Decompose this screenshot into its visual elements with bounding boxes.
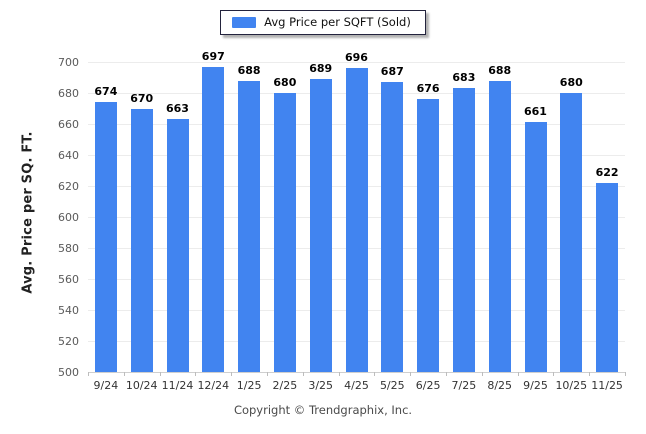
bar-8/25 xyxy=(488,80,511,372)
y-tick-label-560: 560 xyxy=(58,273,79,286)
bar-value-label: 670 xyxy=(130,91,154,105)
bar-10/24 xyxy=(130,108,153,372)
legend-label: Avg Price per SQFT (Sold) xyxy=(264,15,411,29)
bar-9/24 xyxy=(94,102,117,372)
x-axis-tick xyxy=(446,372,447,376)
bar-6/25 xyxy=(417,99,440,372)
legend: Avg Price per SQFT (Sold) xyxy=(0,10,646,35)
x-tick-label-9/25: 9/25 xyxy=(523,379,548,392)
bar-value-label: 687 xyxy=(380,65,404,79)
x-axis-tick xyxy=(302,372,304,376)
bar-7/25 xyxy=(452,88,475,372)
bar-11/24 xyxy=(166,119,189,372)
x-axis-labels: 9/24 10/24 11/24 12/24 1/25 2/25 3/25 4/25 5/25 6… xyxy=(88,379,625,393)
x-tick-label-10/25: 10/25 xyxy=(555,379,588,392)
bar-1/25 xyxy=(238,80,261,372)
bar-4/25 xyxy=(345,68,368,372)
bar-value-label: 688 xyxy=(488,63,512,77)
x-axis-tick xyxy=(195,372,197,376)
x-axis-tick xyxy=(553,372,555,376)
x-tick-label-5/25: 5/25 xyxy=(379,379,405,392)
x-tick-label-12/24: 12/24 xyxy=(197,379,230,392)
y-tick-label-680: 680 xyxy=(58,87,79,100)
y-tick-label-620: 620 xyxy=(58,180,79,193)
x-axis-tick xyxy=(625,372,626,376)
copyright-text: Copyright © Trendgraphix, Inc. xyxy=(233,403,413,417)
x-tick-label-9/24: 9/24 xyxy=(93,379,119,392)
x-axis-tick xyxy=(159,372,161,376)
y-tick-label-520: 520 xyxy=(58,335,79,348)
bar-value-label: 680 xyxy=(273,76,297,89)
legend-box: Avg Price per SQFT (Sold) xyxy=(220,10,426,35)
bar-value-label: 676 xyxy=(416,82,440,96)
y-tick-label-500: 500 xyxy=(58,366,79,379)
bar-value-label: 688 xyxy=(237,63,261,77)
bar-3/25 xyxy=(309,79,332,372)
x-axis-tick xyxy=(267,372,268,376)
bar-value-label: 689 xyxy=(309,62,333,76)
x-axis-tick xyxy=(517,372,519,376)
x-axis-tick xyxy=(481,372,483,376)
bar-value-label: 663 xyxy=(166,102,189,116)
plot-area: 500 520 540 560 580 600 620 640 660 680 700 674 670 6… xyxy=(58,50,626,379)
x-tick-label-4/25: 4/25 xyxy=(344,379,369,392)
bar-value-label: 622 xyxy=(595,165,619,179)
x-axis-tick xyxy=(123,372,125,376)
bar-5/25 xyxy=(381,82,404,372)
x-axis-tick xyxy=(338,372,340,376)
x-tick-label-8/25: 8/25 xyxy=(487,379,513,392)
y-tick-label-640: 640 xyxy=(58,149,79,162)
x-tick-label-10/24: 10/24 xyxy=(125,379,158,392)
y-tick-label-660: 660 xyxy=(58,118,79,131)
x-axis-tick xyxy=(589,372,591,376)
x-tick-label-6/25: 6/25 xyxy=(415,379,441,392)
x-axis-tick xyxy=(410,372,412,376)
bar-10/25 xyxy=(560,93,583,372)
x-axis-tick xyxy=(374,372,376,376)
bar-2/25 xyxy=(273,93,296,372)
bar-12/24 xyxy=(202,66,225,372)
bar-value-label: 697 xyxy=(201,49,225,63)
legend-swatch-icon xyxy=(232,17,257,28)
x-tick-label-1/25: 1/25 xyxy=(236,379,262,392)
bar-value-label: 674 xyxy=(94,85,118,99)
x-axis-tick xyxy=(88,372,89,376)
bar-value-label: 680 xyxy=(559,76,583,89)
y-tick-label-600: 600 xyxy=(58,211,79,224)
bar-11/25 xyxy=(596,182,619,372)
bar-value-label: 696 xyxy=(345,51,368,65)
x-tick-label-2/25: 2/25 xyxy=(272,379,298,392)
y-tick-label-540: 540 xyxy=(58,304,79,317)
x-tick-label-11/25: 11/25 xyxy=(591,379,623,392)
bar-value-label: 661 xyxy=(524,105,547,119)
x-tick-label-3/25: 3/25 xyxy=(308,379,334,392)
y-tick-label-700: 700 xyxy=(58,56,79,69)
y-tick-label-580: 580 xyxy=(58,242,79,255)
gridline-700 xyxy=(88,62,625,63)
x-tick-label-11/24: 11/24 xyxy=(161,379,194,392)
bar-value-label: 683 xyxy=(452,71,476,85)
y-axis-title: Avg. Price per SQ. FT. xyxy=(20,131,36,294)
bar-9/25 xyxy=(524,122,547,372)
x-tick-label-7/25: 7/25 xyxy=(451,379,477,392)
x-axis-tick xyxy=(231,372,233,376)
